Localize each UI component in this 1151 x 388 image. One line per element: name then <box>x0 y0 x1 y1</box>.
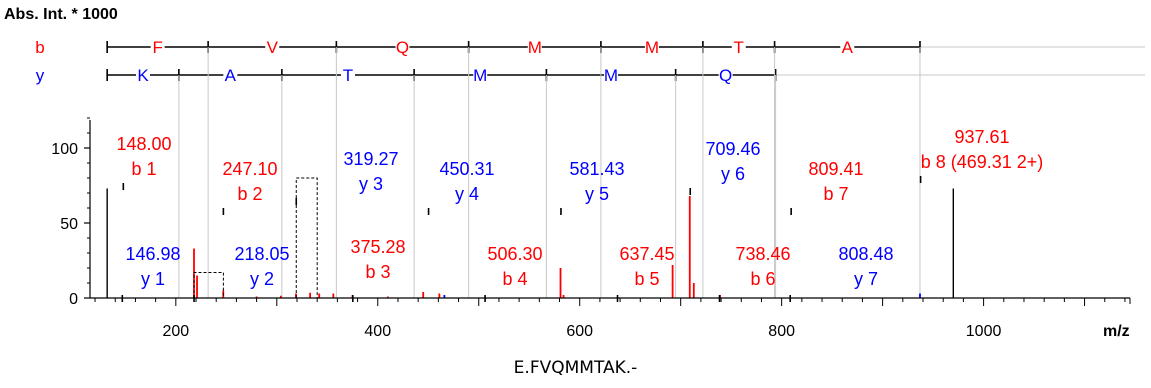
peptide-caption: E.FVQMMTAK.- <box>513 358 638 378</box>
fragment-mz-label: 738.46 <box>735 244 790 264</box>
fragment-ion-label: b 6 <box>750 269 775 289</box>
fragment-labels: 148.00 b 1 247.10 b 2 319.27 y 3 450.31 y 4 581.… <box>116 127 1043 289</box>
residue-label-bg <box>840 38 855 56</box>
fragment-mz-label: 581.43 <box>569 159 624 179</box>
fragment-mz-label: 375.28 <box>350 237 405 257</box>
y-tick-label: 0 <box>69 291 78 308</box>
y-tick-label: 50 <box>60 216 78 233</box>
residue-label: M <box>604 66 618 85</box>
fragment-ion-label: b 3 <box>365 262 390 282</box>
fragment-ion-label: y 4 <box>455 184 479 204</box>
fragment-ion-label: b 1 <box>131 159 156 179</box>
fragment-mz-label: 709.46 <box>705 139 760 159</box>
fragment-mz-label: 637.45 <box>619 244 674 264</box>
residue-label-bg <box>136 66 151 84</box>
fragment-mz-label: 218.05 <box>234 244 289 264</box>
residue-label: M <box>645 38 659 57</box>
residue-label-bg <box>395 38 410 56</box>
residue-label: K <box>137 66 149 85</box>
y-axis-label: Abs. Int. * 1000 <box>4 6 118 23</box>
fragment-mz-label: 146.98 <box>125 244 180 264</box>
fragment-mz-label: 809.41 <box>808 159 863 179</box>
fragment-ion-label: b 7 <box>823 184 848 204</box>
residue-label-bg <box>265 38 280 56</box>
dashed-region-y2 <box>193 272 224 298</box>
residue-label: T <box>734 38 744 57</box>
residue-label-bg <box>718 66 733 84</box>
fragment-mz-label: 506.30 <box>487 244 542 264</box>
fragment-mz-label: 319.27 <box>343 149 398 169</box>
fragment-ion-label: y 5 <box>585 184 609 204</box>
fragment-ion-label: y 7 <box>854 269 878 289</box>
spectrum-peaks <box>106 177 955 298</box>
fragment-ion-label: y 3 <box>359 174 383 194</box>
fragment-mz-label: 450.31 <box>439 159 494 179</box>
fragment-ion-label: y 2 <box>250 269 274 289</box>
x-axis-label: m/z <box>1103 323 1130 340</box>
residue-label-bg <box>473 66 488 84</box>
axes: 0 50 100 200 400 600 800 1000 <box>51 117 1131 340</box>
residue-label: M <box>473 66 487 85</box>
residue-label-bg <box>527 38 542 56</box>
fragment-mz-label: 148.00 <box>116 134 171 154</box>
residue-label-bg <box>731 38 746 56</box>
residue-label-bg <box>644 38 659 56</box>
residue-label-bg <box>340 66 355 84</box>
x-tick-label: 600 <box>566 323 593 340</box>
residue-label: F <box>152 38 162 57</box>
fragment-mz-label: 937.61 <box>954 127 1009 147</box>
residue-label: M <box>528 38 542 57</box>
fragment-guide-lines <box>178 47 921 298</box>
fragment-ion-label: b 4 <box>502 269 527 289</box>
dashed-region-y3 <box>295 177 318 298</box>
residue-label: A <box>225 66 237 85</box>
residue-label: T <box>343 66 353 85</box>
residue-label: Q <box>719 66 732 85</box>
sequence-ladders: b F V Q M M T Ay K A T M M Q <box>35 38 1145 85</box>
residue-label-bg <box>150 38 165 56</box>
fragment-ion-label: y 6 <box>721 164 745 184</box>
x-tick-label: 1000 <box>966 323 1002 340</box>
fragment-ion-label: b 5 <box>634 269 659 289</box>
x-tick-label: 800 <box>768 323 795 340</box>
fragment-ion-label: y 1 <box>141 269 165 289</box>
fragment-ion-label: b 2 <box>237 184 262 204</box>
fragment-mz-label: 808.48 <box>838 244 893 264</box>
fragment-ion-label: b 8 (469.31 2+) <box>921 152 1044 172</box>
ladder-series-label: y <box>36 66 45 85</box>
x-tick-label: 200 <box>162 323 189 340</box>
x-tick-label: 400 <box>364 323 391 340</box>
residue-label: A <box>842 38 854 57</box>
residue-label: V <box>267 38 279 57</box>
fragment-mz-label: 247.10 <box>222 159 277 179</box>
y-tick-label: 100 <box>51 141 78 158</box>
residue-label-bg <box>223 66 238 84</box>
residue-label-bg <box>604 66 619 84</box>
residue-label: Q <box>396 38 409 57</box>
ladder-series-label: b <box>35 38 44 57</box>
